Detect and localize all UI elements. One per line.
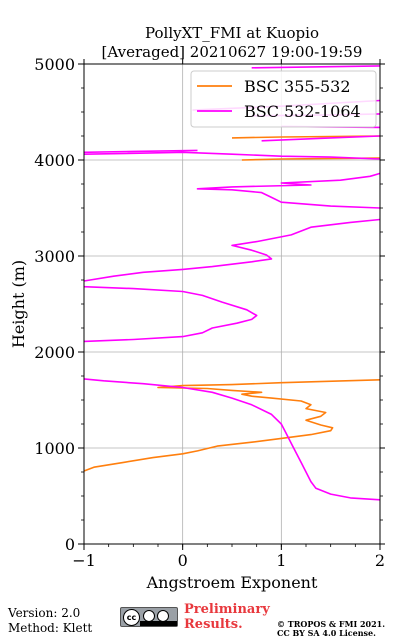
copyright-line1: © TROPOS & FMI 2021. xyxy=(277,619,386,629)
version-text: Version: 2.0 xyxy=(8,606,81,620)
legend: BSC 355-532 BSC 532-1064 xyxy=(190,70,377,128)
y-tick-label: 0 xyxy=(65,535,75,554)
chart-subtitle: [Averaged] 20210627 19:00-19:59 xyxy=(102,43,363,61)
series-line-bsc-532-1064 xyxy=(83,378,381,501)
cc-icon: cc xyxy=(123,609,140,626)
series-line-bsc-532-1064 xyxy=(83,151,381,160)
series-line-bsc-532-1064 xyxy=(196,172,381,209)
legend-label-bsc-355-532: BSC 355-532 xyxy=(244,77,351,96)
legend-box xyxy=(190,70,377,128)
preliminary-line2: Results. xyxy=(184,617,243,632)
y-tick-label: 3000 xyxy=(34,247,75,266)
series-line-bsc-532-1064 xyxy=(251,65,381,69)
y-axis-label: Height (m) xyxy=(9,260,28,348)
preliminary-line1: Preliminary xyxy=(184,602,270,617)
badge-strip xyxy=(140,621,177,626)
x-tick-label: 2 xyxy=(375,551,385,570)
chart-title: PollyXT_FMI at Kuopio xyxy=(145,24,319,42)
y-tick-label: 2000 xyxy=(34,343,75,362)
footer-info: Version: 2.0 Method: Klett xyxy=(8,606,92,636)
series-layer xyxy=(83,65,381,501)
y-tick-label: 5000 xyxy=(34,55,75,74)
series-line-bsc-532-1064 xyxy=(261,135,381,142)
copyright-notice: © TROPOS & FMI 2021. CC BY SA 4.0 Licens… xyxy=(277,620,385,638)
x-tick-label: 1 xyxy=(276,551,286,570)
cc-license-badge: cc xyxy=(120,607,178,627)
y-tick-label: 4000 xyxy=(34,151,75,170)
series-line-bsc-355-532 xyxy=(231,135,381,139)
copyright-line2: CC BY SA 4.0 License. xyxy=(277,628,376,638)
grid-layer xyxy=(84,64,380,544)
legend-label-bsc-532-1064: BSC 532-1064 xyxy=(244,102,361,121)
series-line-bsc-532-1064 xyxy=(83,285,258,343)
series-line-bsc-532-1064 xyxy=(83,149,198,154)
x-tick-label: 0 xyxy=(178,551,188,570)
y-tick-label: 1000 xyxy=(34,439,75,458)
x-tick-label: −1 xyxy=(72,551,96,570)
x-axis-label: Angstroem Exponent xyxy=(146,573,318,592)
preliminary-notice: Preliminary Results. xyxy=(184,602,270,632)
series-line-bsc-532-1064 xyxy=(83,218,381,282)
method-text: Method: Klett xyxy=(8,621,93,635)
series-line-bsc-355-532 xyxy=(83,379,381,472)
